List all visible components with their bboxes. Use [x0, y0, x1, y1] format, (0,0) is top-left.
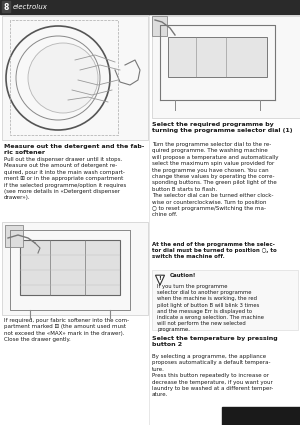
Text: Turn the programme selector dial to the re-
quired programme. The washing machin: Turn the programme selector dial to the …: [152, 142, 278, 218]
Text: Select the temperature by pressing
button 2: Select the temperature by pressing butto…: [152, 336, 278, 347]
Text: Pull out the dispenser drawer until it stops.
Measure out the amount of detergen: Pull out the dispenser drawer until it s…: [4, 157, 126, 201]
Text: Measure out the detergent and the fab-
ric softener: Measure out the detergent and the fab- r…: [4, 144, 144, 155]
Polygon shape: [155, 275, 165, 285]
Text: Caution!: Caution!: [170, 273, 197, 278]
Bar: [5, 225, 23, 247]
Bar: [152, 270, 298, 330]
Bar: [168, 37, 267, 77]
Bar: [222, 407, 300, 425]
Text: At the end of the programme the selec-
tor dial must be turned to position ○, to: At the end of the programme the selec- t…: [152, 242, 277, 259]
Text: electrolux: electrolux: [13, 4, 48, 10]
Bar: [0, 0, 300, 14]
Text: By selecting a programme, the appliance
proposes automatically a default tempera: By selecting a programme, the appliance …: [152, 354, 273, 397]
Bar: [2, 16, 148, 140]
Text: Select the required programme by
turning the programme selector dial (1): Select the required programme by turning…: [152, 122, 292, 133]
Text: !: !: [159, 277, 161, 281]
Bar: [2, 1, 10, 12]
Bar: [152, 16, 167, 36]
Bar: [152, 16, 300, 118]
Text: 8: 8: [3, 3, 9, 11]
Text: If required, pour fabric softener into the com-
partment marked ⊟ (the amount us: If required, pour fabric softener into t…: [4, 318, 129, 342]
Bar: [20, 240, 120, 295]
Bar: [2, 222, 148, 315]
Circle shape: [28, 43, 98, 113]
Text: If you turn the programme
selector dial to another programme
when the machine is: If you turn the programme selector dial …: [157, 284, 264, 332]
